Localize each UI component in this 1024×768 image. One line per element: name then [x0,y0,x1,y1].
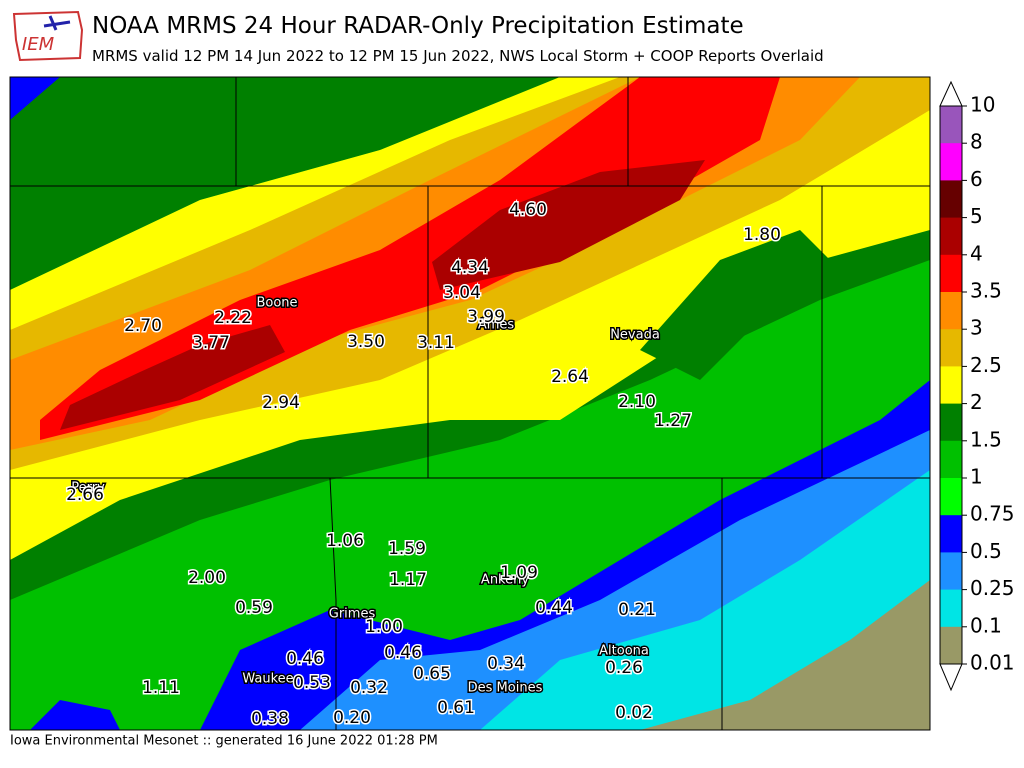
colorbar: 10 8 6 5 4 3.5 3 2.5 2 1.5 1 0.75 0.5 0.25 0.1 0.01 [939,80,1015,692]
report-value: 0.38 [251,709,289,729]
color-swatch [940,403,962,442]
logo-text: IEM [22,34,55,55]
report-value: 1.27 [654,411,692,431]
colorbar-label: 6 [970,167,983,191]
city: Ankeny [481,573,529,588]
city: Nevada [610,328,660,343]
city: Ames [478,318,515,333]
report-value: 0.20 [333,708,371,728]
colorbar-label: 4 [970,241,983,265]
report-value: 0.32 [350,678,388,698]
report-value: 0.59 [235,598,273,618]
report-value: 3.11 [417,333,455,353]
city: Waukee [242,672,293,687]
color-swatch [940,143,962,181]
colorbar-label: 10 [970,93,995,117]
report-value: 2.22 [214,308,252,328]
report-value: 1.09 [500,563,538,583]
city: Des Moines [468,681,543,696]
color-swatch [940,292,962,330]
report-value: 0.44 [535,598,573,618]
color-swatch [940,366,962,405]
report-value: 4.34 [451,258,489,278]
color-swatch [940,254,962,293]
map-frame [9,76,931,731]
report-value: 0.21 [618,600,656,620]
logo: IEM [12,10,84,62]
color-swatch [940,478,962,516]
report-value: 2.70 [124,316,162,336]
color-swatch [940,440,962,479]
report-value: 2.00 [188,568,226,588]
report-value: 0.65 [413,664,451,684]
city: Altoona [599,644,649,659]
report-value: 3.04 [443,283,481,303]
report-value: 3.77 [192,333,230,353]
colorbar-label: 3 [970,316,983,340]
report-value: 0.02 [615,703,653,723]
report-value: 2.64 [551,367,589,387]
colorbar-frame [939,105,963,665]
colorbar-label: 5 [970,204,983,228]
report-value: 1.11 [142,678,180,698]
report-value: 1.17 [389,570,427,590]
colorbar-label: 0.5 [970,539,1002,563]
color-swatch [940,329,962,367]
report-value: 2.10 [618,392,656,412]
city: Boone [256,296,297,311]
report-value: 3.50 [347,332,385,352]
report-value: 4.60 [509,200,547,220]
color-swatch [940,106,962,144]
report-value: 2.66 [66,485,104,505]
report-value: 1.00 [365,617,403,637]
color-swatch [940,515,962,553]
report-value: 2.94 [262,393,300,413]
precip-map [10,77,930,730]
subtitle: MRMS valid 12 PM 14 Jun 2022 to 12 PM 15… [92,47,824,65]
report-value: 0.61 [437,698,475,718]
colorbar-label: 3.5 [970,279,1002,303]
report-value: 0.34 [487,654,525,674]
report-value: 0.46 [286,649,324,669]
report-value: 0.53 [293,673,331,693]
colorbar-label: 2 [970,390,983,414]
report-value: 1.06 [326,531,364,551]
colorbar-label: 8 [970,130,983,154]
colorbar-label: 0.1 [970,613,1002,637]
colorbar-label: 1 [970,465,983,489]
report-value: 0.46 [384,643,422,663]
colorbar-label: 0.01 [970,651,1015,675]
color-swatch [940,626,962,665]
color-swatch [940,589,962,628]
report-labels: 4.60 1.80 4.34 3.04 3.99 2.70 2.22 3.77 3.50 3.11… [65,199,783,731]
color-swatch [940,552,962,591]
report-value: 3.99 [467,307,505,327]
city: Grimes [329,607,376,622]
city: Perry [71,481,105,496]
report-value: 1.59 [388,539,426,559]
color-swatch [940,217,962,256]
colorbar-label: 0.75 [970,502,1015,526]
footer: Iowa Environmental Mesonet :: generated … [10,734,438,749]
colorbar-label: 2.5 [970,353,1002,377]
color-swatch [940,180,962,219]
colorbar-label: 1.5 [970,427,1002,451]
report-value: 0.26 [605,658,643,678]
colorbar-label: 0.25 [970,576,1015,600]
title: NOAA MRMS 24 Hour RADAR-Only Precipitati… [92,13,744,39]
city-labels: Boone Ames Nevada Perry Ankeny Grimes Wa… [70,294,662,697]
report-value: 1.80 [743,225,781,245]
